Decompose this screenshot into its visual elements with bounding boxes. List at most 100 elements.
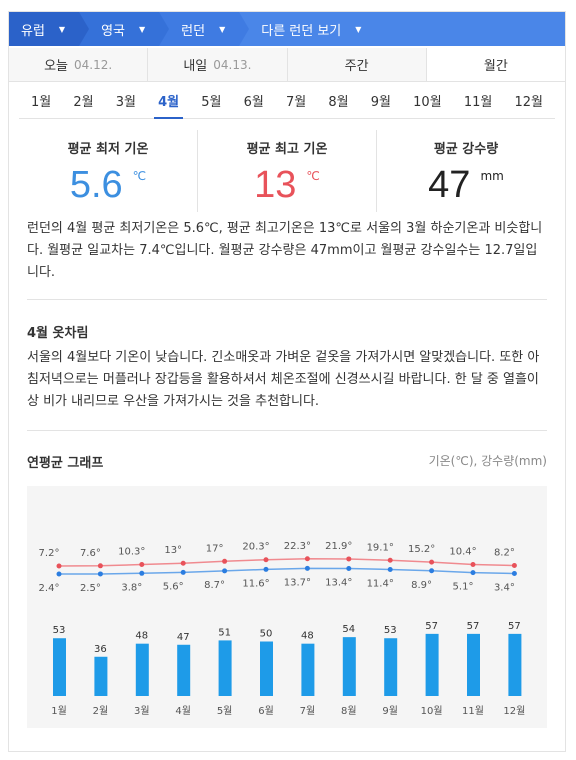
tab-month-3[interactable]: 3월 <box>115 94 136 110</box>
tab-month-2[interactable]: 2월 <box>73 94 94 110</box>
tab-month-4[interactable]: 4월 <box>154 82 184 119</box>
avg-max-temp: 평균 최고 기온 13 ℃ <box>198 130 377 212</box>
precipitation-label: 57 <box>467 621 480 632</box>
month-axis-label: 1월 <box>51 705 67 717</box>
caret-down-icon: ▼ <box>355 24 362 34</box>
tab-date: 04.12. <box>74 57 113 72</box>
precipitation-label: 57 <box>425 621 438 632</box>
tab-month-5[interactable]: 5월 <box>201 94 222 110</box>
max-temp-label: 17° <box>206 543 224 554</box>
climate-description: 런던의 4월 평균 최저기온은 5.6℃, 평균 최고기온은 13℃로 서울의 … <box>27 221 543 280</box>
tab-month-8[interactable]: 8월 <box>328 94 349 110</box>
stat-unit: mm <box>480 169 504 183</box>
precipitation-bar <box>384 638 398 696</box>
stat-value: 47 <box>428 164 471 206</box>
precipitation-bar <box>425 633 439 696</box>
max-temp-label: 20.3° <box>242 542 269 553</box>
tab-tomorrow[interactable]: 내일 04.13. <box>148 48 288 81</box>
precipitation-bar <box>467 633 480 696</box>
max-temp-point <box>222 558 228 564</box>
tab-today[interactable]: 오늘 04.12. <box>9 48 149 81</box>
month-axis-label: 11월 <box>462 705 484 717</box>
max-temp-label: 8.2° <box>494 548 515 559</box>
max-temp-point <box>56 563 62 569</box>
stat-unit: ℃ <box>306 169 320 183</box>
month-axis-label: 7월 <box>300 705 316 717</box>
max-temp-label: 19.1° <box>367 542 394 553</box>
tab-month-6[interactable]: 6월 <box>243 94 264 110</box>
min-temp-line <box>58 567 515 575</box>
tab-month-9[interactable]: 9월 <box>370 94 392 110</box>
stat-label: 평균 강수량 <box>433 142 499 157</box>
tab-date: 04.13. <box>213 57 252 72</box>
min-temp-point <box>429 568 435 574</box>
precipitation-bar <box>301 643 315 696</box>
stat-unit: ℃ <box>132 169 147 183</box>
min-temp-label: 3.8° <box>121 582 142 593</box>
precipitation-bar <box>218 640 232 696</box>
month-axis-label: 2월 <box>93 705 109 717</box>
month-axis-label: 6월 <box>258 705 274 717</box>
chart-svg: 7.2° 2.4° 53 1월 7.6° 2.5° 36 2월 10.3° 3.8° 48 3월 13°… <box>39 541 526 717</box>
max-temp-label: 7.2° <box>39 548 60 559</box>
tab-month-10[interactable]: 10월 <box>413 94 442 110</box>
caret-down-icon: ▼ <box>219 24 226 34</box>
max-temp-label: 21.9° <box>325 541 352 552</box>
min-temp-point <box>346 566 352 571</box>
annual-chart: 7.2° 2.4° 53 1월 7.6° 2.5° 36 2월 10.3° 3.8° 48 3월 13°… <box>27 486 547 728</box>
weather-card: 유럽 ▼ 영국 ▼ 런던 ▼ 다른 런던 보기 ▼ 오늘 04.12. 내일 0… <box>8 11 566 752</box>
max-temp-point <box>139 562 145 568</box>
max-temp-label: 10.3° <box>118 547 145 558</box>
tab-monthly[interactable]: 월간 <box>426 48 565 81</box>
graph-title: 연평균 그래프 <box>27 456 104 471</box>
tab-month-12[interactable]: 12월 <box>514 94 543 110</box>
precipitation-bar <box>342 637 356 696</box>
month-axis-label: 9월 <box>382 705 398 717</box>
tab-month-1[interactable]: 1월 <box>31 94 52 110</box>
min-temp-point <box>387 567 393 572</box>
max-temp-point <box>346 556 352 562</box>
breadcrumb-label: 유럽 <box>21 23 45 39</box>
caret-down-icon: ▼ <box>58 24 66 34</box>
tab-weekly[interactable]: 주간 <box>288 48 427 81</box>
divider <box>27 430 547 431</box>
breadcrumb-continent[interactable]: 유럽 ▼ <box>9 12 90 46</box>
stat-label: 평균 최저 기온 <box>67 142 149 157</box>
graph-units-note: 기온(℃), 강수량(mm) <box>428 454 547 468</box>
monthly-summary: 평균 최저 기온 5.6 ℃ 평균 최고 기온 13 ℃ 평균 강수량 47 m… <box>19 130 555 212</box>
min-temp-point <box>222 568 228 574</box>
breadcrumb-city[interactable]: 런던 ▼ <box>159 12 250 46</box>
max-temp-line <box>58 558 515 567</box>
max-temp-label: 10.4° <box>449 546 476 557</box>
month-axis-label: 3월 <box>134 705 150 717</box>
avg-precipitation: 평균 강수량 47 mm <box>377 130 555 212</box>
max-temp-label: 15.2° <box>408 544 435 555</box>
max-temp-point <box>180 560 186 566</box>
breadcrumb-country[interactable]: 영국 ▼ <box>79 12 170 46</box>
tab-month-11[interactable]: 11월 <box>463 94 493 110</box>
min-temp-label: 8.9° <box>411 580 432 591</box>
month-axis-label: 4월 <box>175 705 191 717</box>
min-temp-point <box>97 571 103 577</box>
tab-month-7[interactable]: 7월 <box>286 94 307 110</box>
month-axis-label: 5월 <box>217 705 233 717</box>
month-axis-label: 12월 <box>503 705 525 717</box>
precipitation-bar <box>53 638 66 696</box>
tab-label: 주간 <box>344 59 369 74</box>
month-axis-label: 8월 <box>341 705 357 717</box>
max-temp-label: 13° <box>164 545 182 556</box>
min-temp-point <box>180 569 186 575</box>
month-axis-label: 10월 <box>421 705 443 717</box>
max-temp-point <box>304 556 310 562</box>
max-temp-point <box>429 559 435 565</box>
breadcrumb-other-city[interactable]: 다른 런던 보기 ▼ <box>239 12 565 46</box>
precipitation-label: 53 <box>384 625 397 636</box>
min-temp-label: 5.6° <box>163 581 184 592</box>
tab-label: 오늘 <box>44 59 68 74</box>
max-temp-label: 7.6° <box>80 548 101 559</box>
breadcrumb: 유럽 ▼ 영국 ▼ 런던 ▼ 다른 런던 보기 ▼ <box>9 12 565 46</box>
min-temp-label: 3.4° <box>494 583 515 594</box>
min-temp-point <box>304 565 310 571</box>
clothing-title: 4월 옷차림 <box>27 326 89 341</box>
stat-label: 평균 최고 기온 <box>246 142 328 157</box>
